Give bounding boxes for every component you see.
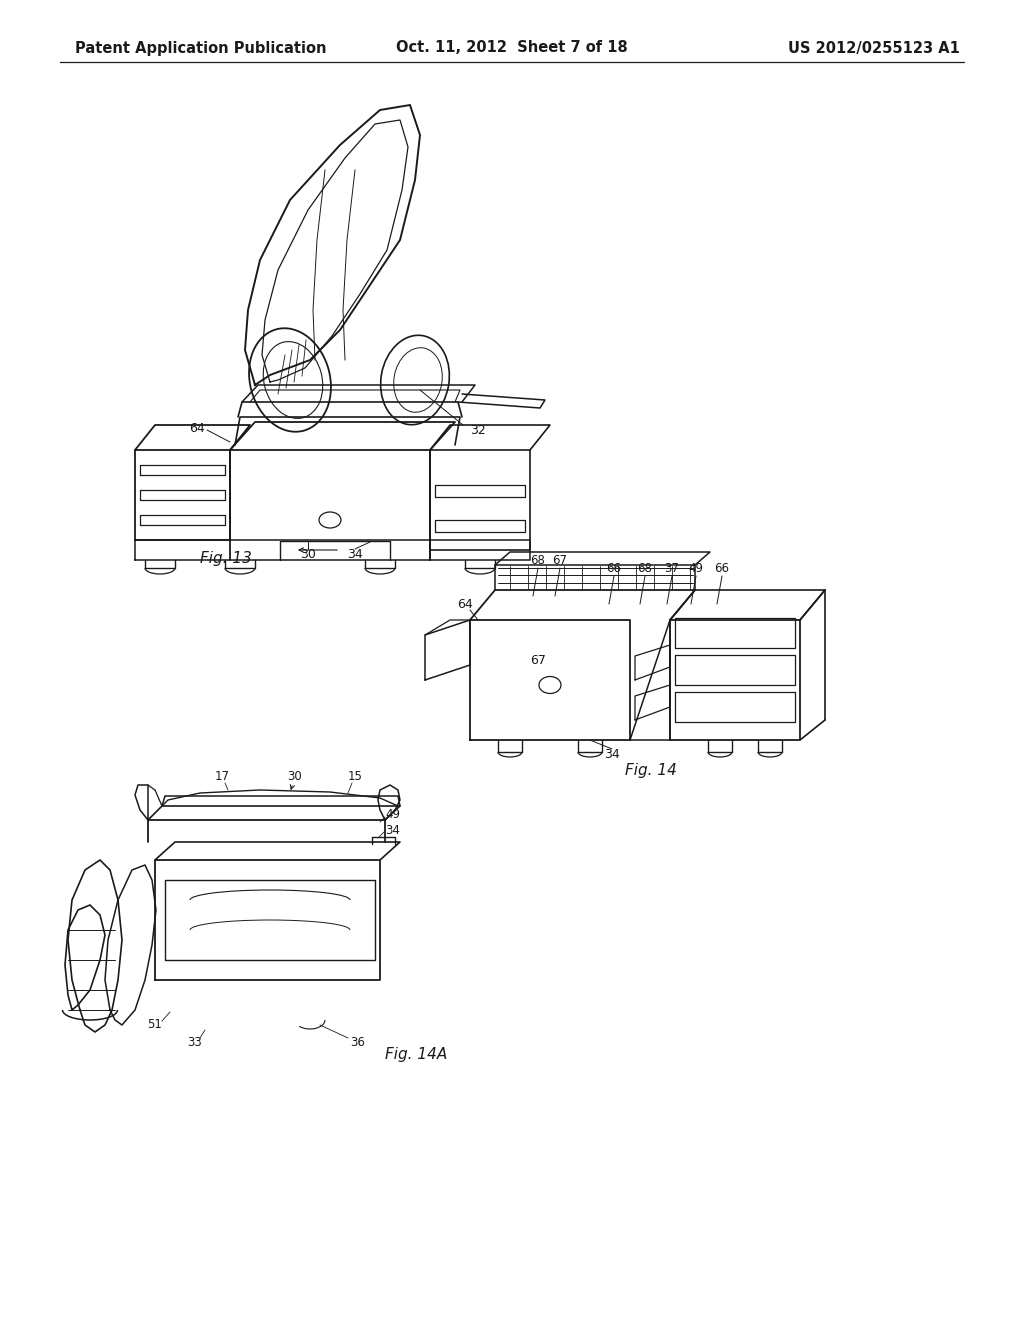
Text: 33: 33 (187, 1035, 203, 1048)
Text: 67: 67 (553, 554, 567, 568)
Text: Oct. 11, 2012  Sheet 7 of 18: Oct. 11, 2012 Sheet 7 of 18 (396, 41, 628, 55)
Text: 30: 30 (288, 771, 302, 784)
Text: 66: 66 (606, 562, 622, 576)
Text: Patent Application Publication: Patent Application Publication (75, 41, 327, 55)
Text: 51: 51 (147, 1019, 163, 1031)
Text: 49: 49 (688, 562, 703, 576)
Text: 32: 32 (470, 424, 485, 437)
Text: 64: 64 (457, 598, 473, 611)
Text: 66: 66 (715, 562, 729, 576)
Text: 68: 68 (530, 554, 546, 568)
Text: 64: 64 (189, 421, 205, 434)
Text: Fig. 13: Fig. 13 (200, 550, 252, 565)
Text: 17: 17 (214, 771, 229, 784)
Text: Fig. 14A: Fig. 14A (385, 1048, 447, 1063)
Text: 36: 36 (350, 1035, 366, 1048)
Text: 67: 67 (530, 653, 546, 667)
Text: US 2012/0255123 A1: US 2012/0255123 A1 (788, 41, 961, 55)
Text: 30: 30 (300, 549, 316, 561)
Text: 34: 34 (604, 748, 620, 762)
Text: 34: 34 (386, 825, 400, 837)
Text: 15: 15 (347, 771, 362, 784)
Text: 49: 49 (385, 808, 400, 821)
Text: 68: 68 (638, 562, 652, 576)
Text: 37: 37 (665, 562, 680, 576)
Text: 34: 34 (347, 549, 362, 561)
Text: Fig. 14: Fig. 14 (625, 763, 677, 777)
